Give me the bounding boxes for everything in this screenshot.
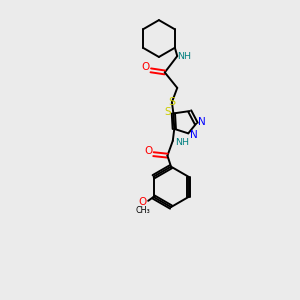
Text: N: N: [190, 130, 197, 140]
Text: NH: NH: [177, 52, 191, 61]
Text: S: S: [168, 97, 175, 107]
Text: CH₃: CH₃: [135, 206, 150, 215]
Text: O: O: [139, 197, 147, 207]
Text: NH: NH: [175, 138, 189, 147]
Text: S: S: [165, 107, 171, 117]
Text: O: O: [144, 146, 152, 156]
Text: N: N: [198, 117, 206, 127]
Text: O: O: [142, 62, 150, 72]
